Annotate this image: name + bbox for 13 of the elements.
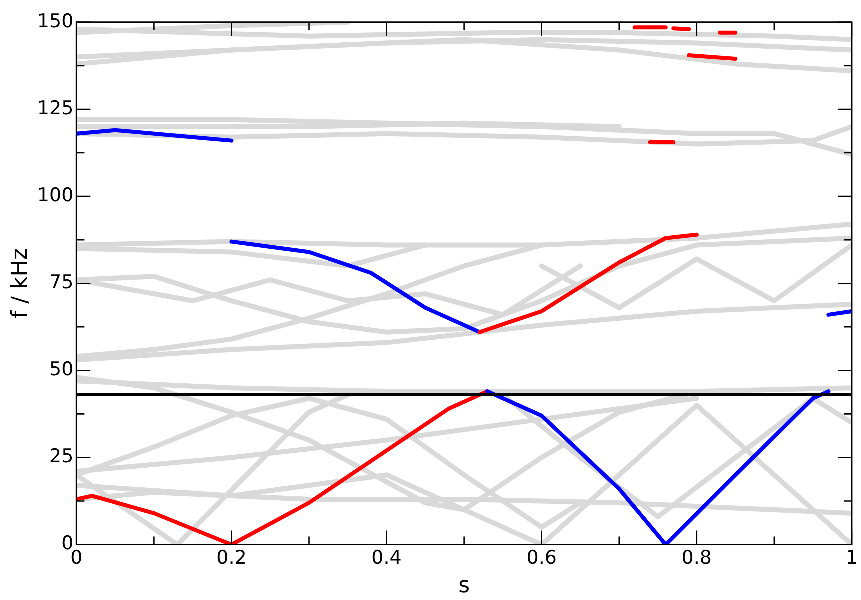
x-tick-label: 1: [846, 547, 858, 570]
y-tick-label: 75: [49, 272, 74, 294]
y-tick-label: 150: [37, 10, 74, 32]
y-tick-label: 125: [37, 97, 74, 120]
x-tick-label: 0.8: [682, 547, 712, 570]
y-axis-title: f / kHz: [8, 248, 33, 319]
y-tick-label: 25: [49, 446, 74, 468]
x-axis-title: s: [458, 574, 470, 599]
y-tick-label: 50: [49, 358, 74, 381]
x-tick-label: 0.2: [216, 547, 247, 570]
y-tick-label: 100: [37, 184, 74, 206]
x-tick-label: 0.6: [526, 547, 557, 570]
x-tick-label: 0.4: [372, 547, 402, 570]
